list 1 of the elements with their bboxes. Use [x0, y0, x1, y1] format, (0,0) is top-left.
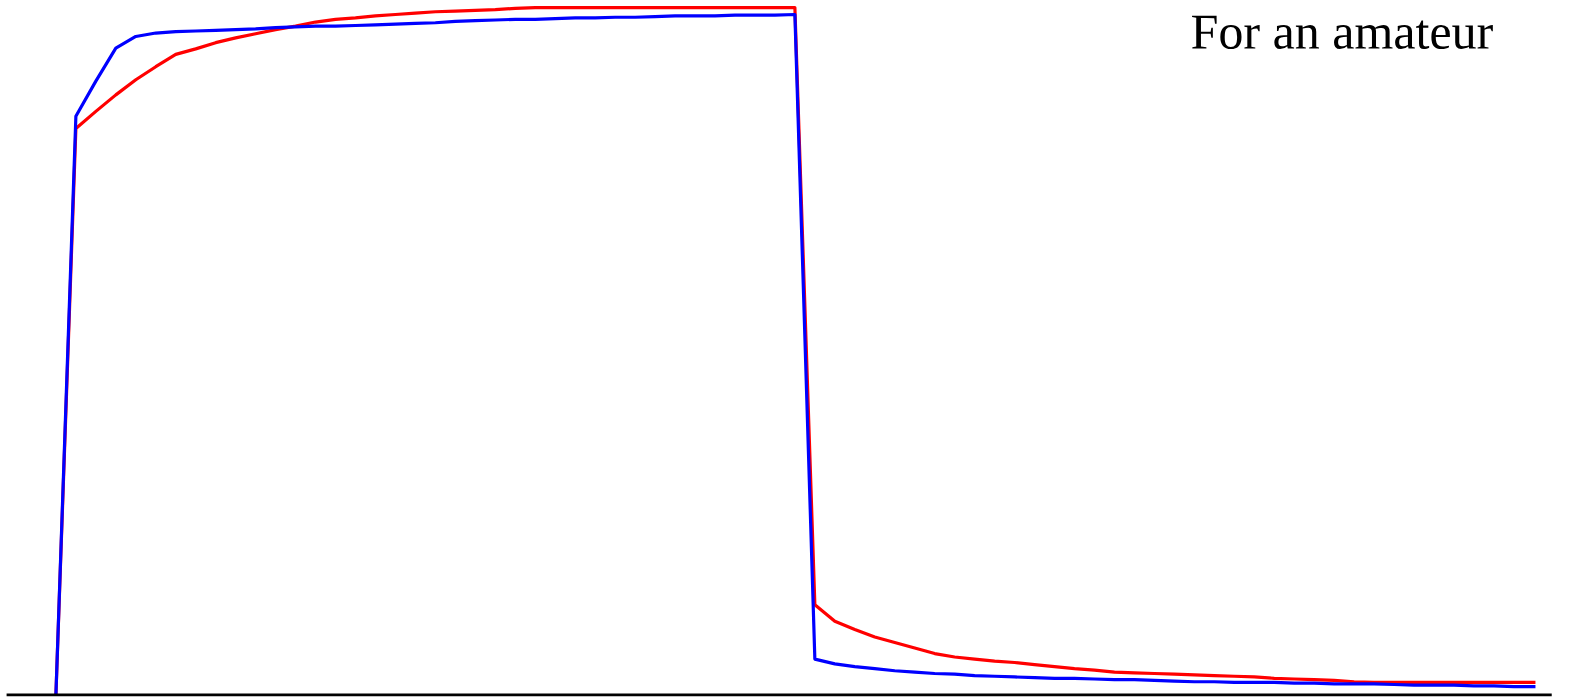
chart-title: For an amateur	[1192, 15, 1493, 50]
